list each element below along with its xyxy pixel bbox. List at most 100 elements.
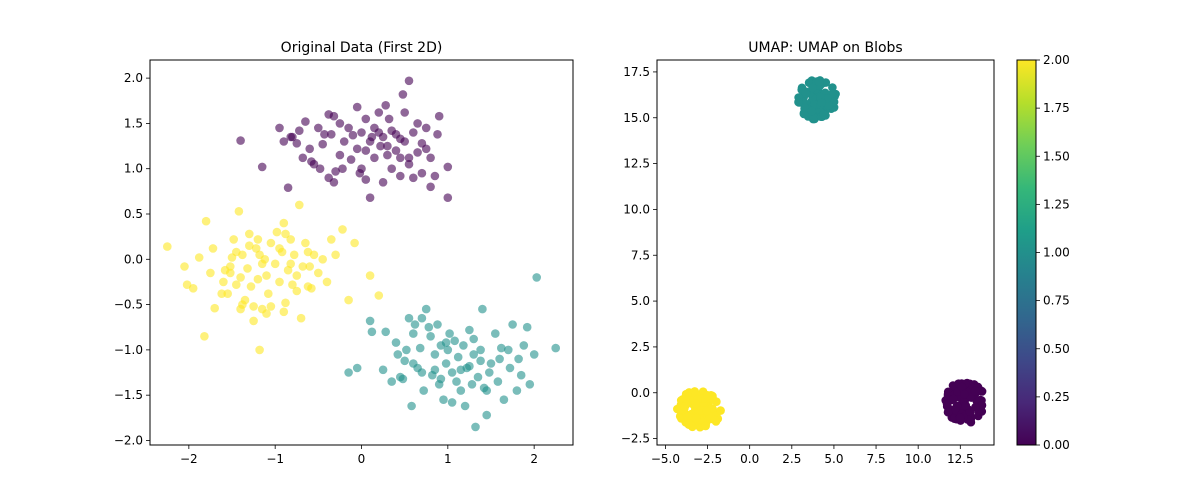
scatter-point-class-2 <box>279 307 289 317</box>
scatter-point-class-1 <box>476 356 485 366</box>
scatter-point-class-1 <box>421 304 431 314</box>
umap-point-class-1 <box>817 98 826 108</box>
scatter-point-class-0 <box>421 144 431 154</box>
scatter-point-class-0 <box>383 150 392 160</box>
scatter-point-class-0 <box>361 114 371 124</box>
scatter-point-class-1 <box>482 386 492 395</box>
scatter-point-class-1 <box>419 386 429 395</box>
scatter-point-class-1 <box>445 329 454 338</box>
left-x-tick-label: 0 <box>358 452 366 466</box>
scatter-point-class-1 <box>452 377 461 386</box>
scatter-point-class-1 <box>400 356 410 366</box>
left-plot-frame <box>149 59 574 446</box>
scatter-point-class-2 <box>303 247 313 257</box>
scatter-point-class-0 <box>409 173 418 183</box>
scatter-point-class-2 <box>288 280 297 290</box>
umap-point-class-1 <box>794 97 803 107</box>
scatter-point-class-1 <box>447 368 457 377</box>
umap-point-class-0 <box>956 413 965 423</box>
umap-point-class-1 <box>799 109 809 119</box>
scatter-point-class-2 <box>245 241 254 250</box>
scatter-point-class-1 <box>485 368 494 377</box>
scatter-point-class-0 <box>339 137 349 146</box>
scatter-point-class-1 <box>378 365 388 375</box>
left-x-tick-label: 2 <box>530 452 538 466</box>
scatter-point-class-1 <box>491 329 500 338</box>
scatter-point-class-1 <box>404 313 414 323</box>
scatter-point-class-2 <box>318 254 328 264</box>
scatter-point-class-2 <box>194 253 204 262</box>
scatter-point-class-1 <box>381 327 391 337</box>
scatter-point-class-2 <box>305 262 315 271</box>
scatter-point-class-0 <box>298 153 308 163</box>
left-y-tick-label: −1.0 <box>114 343 143 357</box>
umap-point-class-2 <box>683 412 692 421</box>
scatter-point-class-0 <box>374 128 384 137</box>
umap-point-class-1 <box>814 77 824 87</box>
scatter-point-class-0 <box>331 167 340 176</box>
scatter-point-class-0 <box>324 173 334 183</box>
scatter-point-class-2 <box>270 259 280 269</box>
scatter-point-class-2 <box>217 289 226 299</box>
colorbar-tick-label: 0.25 <box>1043 390 1070 404</box>
scatter-point-class-0 <box>275 123 284 133</box>
right-plot: UMAP: UMAP on Blobs −5.0 −2.5 0.0 2.5 5.0 7.5… <box>621 40 995 466</box>
scatter-point-class-1 <box>450 336 460 346</box>
scatter-point-class-2 <box>286 235 296 244</box>
umap-point-class-2 <box>710 415 720 425</box>
scatter-point-class-1 <box>529 350 539 359</box>
umap-point-class-1 <box>809 99 819 109</box>
left-plot-title: Original Data (First 2D) <box>281 40 443 56</box>
scatter-point-class-2 <box>281 229 290 239</box>
scatter-point-class-2 <box>249 316 258 326</box>
scatter-point-class-1 <box>459 341 468 350</box>
umap-point-class-2 <box>701 421 710 431</box>
scatter-point-class-1 <box>391 338 401 347</box>
scatter-point-class-0 <box>346 155 356 164</box>
umap-point-class-1 <box>801 89 811 98</box>
scatter-point-class-0 <box>434 111 444 121</box>
scatter-point-class-2 <box>257 259 267 269</box>
scatter-point-class-0 <box>327 130 336 139</box>
colorbar-tick-label: 1.25 <box>1043 197 1070 211</box>
right-x-tick-label: 5.0 <box>824 452 843 466</box>
scatter-point-class-2 <box>232 280 241 290</box>
scatter-point-class-0 <box>236 136 245 145</box>
scatter-point-class-1 <box>532 273 541 282</box>
scatter-point-class-2 <box>292 271 302 280</box>
scatter-point-class-2 <box>255 345 264 355</box>
right-y-ticks: −2.5 0.0 2.5 5.0 7.5 10.0 12.5 15.0 17.5 <box>621 65 657 446</box>
right-x-tick-label: 10.0 <box>905 452 932 466</box>
scatter-point-class-2 <box>238 300 247 309</box>
right-x-ticks: −5.0 −2.5 0.0 2.5 5.0 7.5 10.0 12.5 <box>651 445 974 466</box>
scatter-point-class-0 <box>391 130 401 139</box>
scatter-point-class-0 <box>357 128 366 137</box>
scatter-point-class-1 <box>430 350 440 359</box>
scatter-point-class-0 <box>396 153 405 163</box>
left-y-tick-label: 2.0 <box>124 71 143 85</box>
colorbar-ticks: 0.00 0.25 0.50 0.75 1.00 1.25 1.50 1.75 2.00 <box>1036 53 1070 452</box>
scatter-point-class-2 <box>286 259 296 269</box>
scatter-point-class-1 <box>460 401 470 411</box>
scatter-point-class-1 <box>398 374 408 384</box>
scatter-point-class-0 <box>305 144 315 154</box>
scatter-point-class-1 <box>495 354 504 364</box>
left-x-tick-label: 1 <box>444 452 452 466</box>
colorbar-tick-label: 0.50 <box>1043 342 1070 356</box>
scatter-point-class-0 <box>384 114 394 124</box>
umap-point-class-2 <box>703 391 712 400</box>
scatter-point-class-1 <box>456 365 466 375</box>
right-x-tick-label: −2.5 <box>693 452 722 466</box>
scatter-point-class-0 <box>381 101 391 110</box>
right-y-tick-label: 0.0 <box>631 386 650 400</box>
colorbar-tick-label: 1.00 <box>1043 246 1070 260</box>
scatter-point-class-1 <box>344 368 353 377</box>
scatter-point-class-0 <box>352 144 362 154</box>
scatter-point-class-2 <box>210 303 219 313</box>
scatter-point-class-0 <box>398 90 408 99</box>
scatter-point-class-1 <box>476 345 485 355</box>
umap-point-class-0 <box>943 407 953 417</box>
scatter-point-class-2 <box>249 302 258 311</box>
umap-point-class-0 <box>970 386 980 396</box>
scatter-point-class-0 <box>361 146 371 155</box>
